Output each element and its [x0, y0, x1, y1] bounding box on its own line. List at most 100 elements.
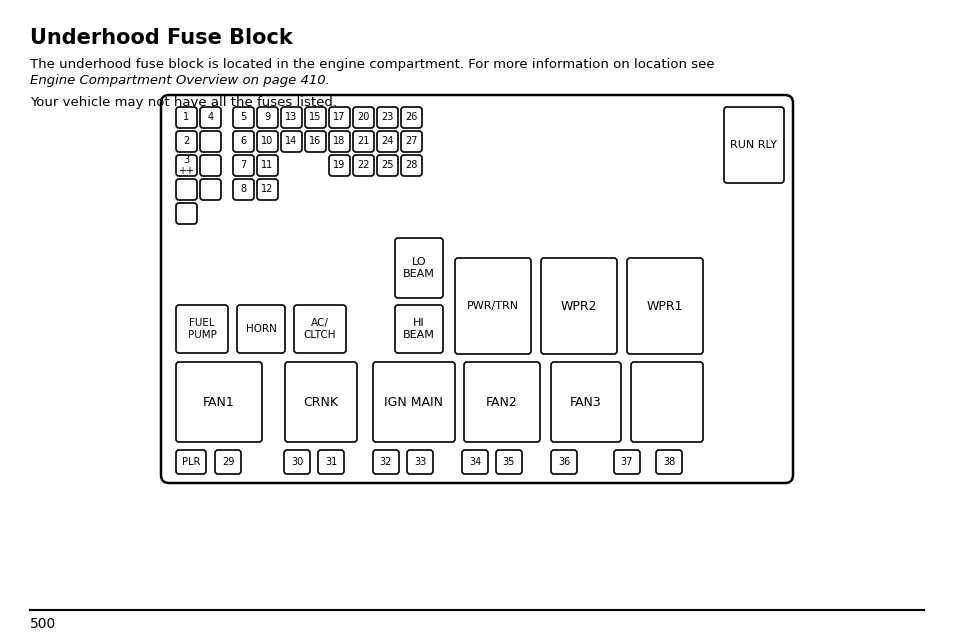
FancyBboxPatch shape — [614, 450, 639, 474]
FancyBboxPatch shape — [461, 450, 488, 474]
FancyBboxPatch shape — [496, 450, 521, 474]
Text: 30: 30 — [291, 457, 303, 467]
FancyBboxPatch shape — [175, 155, 196, 176]
FancyBboxPatch shape — [256, 155, 277, 176]
Text: FAN1: FAN1 — [203, 396, 234, 408]
Text: 6: 6 — [240, 137, 246, 146]
Text: FAN3: FAN3 — [570, 396, 601, 408]
Text: 5: 5 — [240, 113, 247, 123]
Text: 21: 21 — [357, 137, 370, 146]
FancyBboxPatch shape — [395, 305, 442, 353]
FancyBboxPatch shape — [376, 107, 397, 128]
Text: 7: 7 — [240, 160, 247, 170]
FancyBboxPatch shape — [200, 155, 221, 176]
Text: 28: 28 — [405, 160, 417, 170]
FancyBboxPatch shape — [353, 155, 374, 176]
Text: 26: 26 — [405, 113, 417, 123]
FancyBboxPatch shape — [233, 179, 253, 200]
Text: HI
BEAM: HI BEAM — [402, 318, 435, 340]
FancyBboxPatch shape — [630, 362, 702, 442]
Text: HORN: HORN — [245, 324, 276, 334]
FancyBboxPatch shape — [294, 305, 346, 353]
FancyBboxPatch shape — [256, 131, 277, 152]
Text: IGN MAIN: IGN MAIN — [384, 396, 443, 408]
Text: 32: 32 — [379, 457, 392, 467]
Text: 19: 19 — [333, 160, 345, 170]
FancyBboxPatch shape — [353, 107, 374, 128]
FancyBboxPatch shape — [214, 450, 241, 474]
FancyBboxPatch shape — [233, 155, 253, 176]
FancyBboxPatch shape — [175, 131, 196, 152]
FancyBboxPatch shape — [175, 203, 196, 224]
Text: 11: 11 — [261, 160, 274, 170]
FancyBboxPatch shape — [656, 450, 681, 474]
Text: 22: 22 — [356, 160, 370, 170]
Text: 4: 4 — [207, 113, 213, 123]
Text: RUN RLY: RUN RLY — [730, 140, 777, 150]
FancyBboxPatch shape — [395, 238, 442, 298]
Text: 12: 12 — [261, 184, 274, 195]
FancyBboxPatch shape — [455, 258, 531, 354]
Text: 38: 38 — [662, 457, 675, 467]
FancyBboxPatch shape — [376, 155, 397, 176]
Text: 1: 1 — [183, 113, 190, 123]
FancyBboxPatch shape — [373, 362, 455, 442]
FancyBboxPatch shape — [284, 450, 310, 474]
Text: Your vehicle may not have all the fuses listed.: Your vehicle may not have all the fuses … — [30, 96, 336, 109]
FancyBboxPatch shape — [400, 107, 421, 128]
FancyBboxPatch shape — [540, 258, 617, 354]
FancyBboxPatch shape — [200, 107, 221, 128]
FancyBboxPatch shape — [305, 107, 326, 128]
FancyBboxPatch shape — [329, 131, 350, 152]
Text: Underhood Fuse Block: Underhood Fuse Block — [30, 28, 293, 48]
FancyBboxPatch shape — [233, 107, 253, 128]
FancyBboxPatch shape — [256, 107, 277, 128]
Text: 25: 25 — [381, 160, 394, 170]
FancyBboxPatch shape — [723, 107, 783, 183]
FancyBboxPatch shape — [353, 131, 374, 152]
FancyBboxPatch shape — [551, 450, 577, 474]
FancyBboxPatch shape — [200, 179, 221, 200]
Text: 10: 10 — [261, 137, 274, 146]
Text: 9: 9 — [264, 113, 271, 123]
Text: 15: 15 — [309, 113, 321, 123]
Text: 500: 500 — [30, 617, 56, 631]
Text: 14: 14 — [285, 137, 297, 146]
FancyBboxPatch shape — [626, 258, 702, 354]
FancyBboxPatch shape — [236, 305, 285, 353]
Text: WPR2: WPR2 — [560, 300, 597, 312]
Text: 33: 33 — [414, 457, 426, 467]
Text: The underhood fuse block is located in the engine compartment. For more informat: The underhood fuse block is located in t… — [30, 58, 714, 71]
Text: 24: 24 — [381, 137, 394, 146]
Text: FUEL
PUMP: FUEL PUMP — [188, 318, 216, 340]
Text: CRNK: CRNK — [303, 396, 338, 408]
Text: PWR/TRN: PWR/TRN — [466, 301, 518, 311]
FancyBboxPatch shape — [175, 305, 228, 353]
FancyBboxPatch shape — [329, 107, 350, 128]
FancyBboxPatch shape — [175, 450, 206, 474]
FancyBboxPatch shape — [200, 131, 221, 152]
Text: 34: 34 — [468, 457, 480, 467]
Text: AC/
CLTCH: AC/ CLTCH — [303, 318, 335, 340]
FancyBboxPatch shape — [329, 155, 350, 176]
FancyBboxPatch shape — [305, 131, 326, 152]
Text: 3
++: 3 ++ — [178, 155, 194, 176]
FancyBboxPatch shape — [317, 450, 344, 474]
Text: PLR: PLR — [182, 457, 200, 467]
Text: 18: 18 — [333, 137, 345, 146]
FancyBboxPatch shape — [161, 95, 792, 483]
Text: 29: 29 — [222, 457, 233, 467]
FancyBboxPatch shape — [400, 155, 421, 176]
Text: 17: 17 — [333, 113, 345, 123]
Text: 16: 16 — [309, 137, 321, 146]
FancyBboxPatch shape — [551, 362, 620, 442]
Text: 8: 8 — [240, 184, 246, 195]
FancyBboxPatch shape — [175, 179, 196, 200]
Text: 13: 13 — [285, 113, 297, 123]
FancyBboxPatch shape — [281, 131, 302, 152]
FancyBboxPatch shape — [175, 362, 262, 442]
Text: 20: 20 — [357, 113, 370, 123]
Text: 37: 37 — [620, 457, 633, 467]
FancyBboxPatch shape — [285, 362, 356, 442]
FancyBboxPatch shape — [281, 107, 302, 128]
